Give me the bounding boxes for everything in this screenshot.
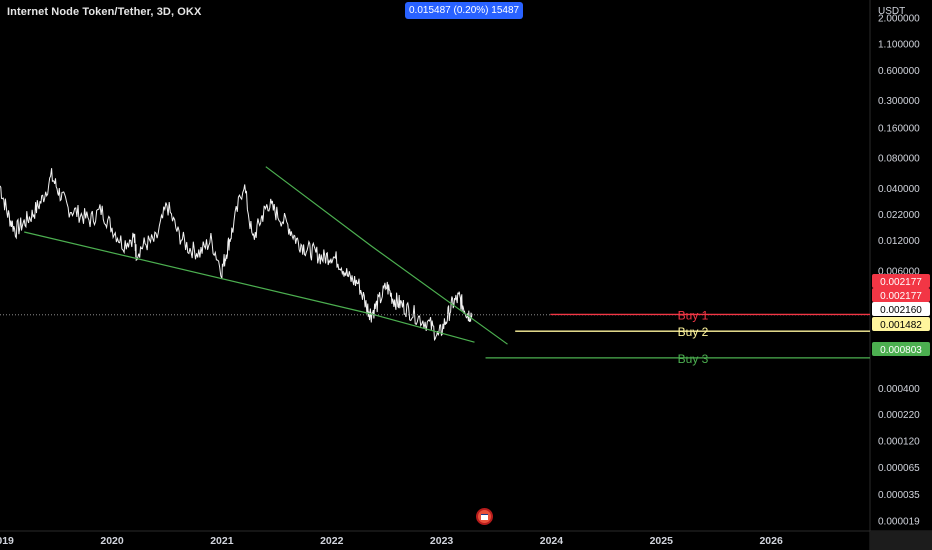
- price-series-line: [0, 168, 473, 342]
- price-tick-7: 0.022000: [878, 210, 920, 221]
- level-label-2: Buy 2: [678, 325, 709, 339]
- price-tick-0: 2.000000: [878, 14, 920, 25]
- price-axis-unit: USDT: [878, 6, 905, 17]
- time-label-2023: 2023: [430, 535, 454, 547]
- price-badge-0[interactable]: [872, 274, 930, 288]
- level-label-3: Buy 3: [678, 352, 709, 366]
- price-tick-8: 0.012000: [878, 236, 920, 247]
- price-badge-4[interactable]: [872, 342, 930, 356]
- time-label-2021: 2021: [210, 535, 234, 547]
- price-tick-10: 0.000400: [878, 384, 920, 395]
- flag-icon[interactable]: [476, 508, 493, 525]
- price-badge-label-3: 0.001482: [880, 320, 922, 331]
- time-label-2020: 2020: [100, 535, 124, 547]
- price-tick-9: 0.006000: [878, 266, 920, 277]
- price-tick-11: 0.000220: [878, 410, 920, 421]
- time-label-2024: 2024: [540, 535, 564, 547]
- axis-corner: [870, 531, 932, 550]
- price-badge-1[interactable]: [872, 288, 930, 302]
- trendline-lower[interactable]: [24, 231, 475, 343]
- price-tick-13: 0.000065: [878, 463, 920, 474]
- chart-title: Internet Node Token/Tether, 3D, OKX: [7, 6, 202, 18]
- price-info-badge[interactable]: 0.015487 (0.20%) 15487: [405, 2, 524, 19]
- price-badge-label-2: 0.002160: [880, 305, 922, 316]
- price-tick-6: 0.040000: [878, 184, 920, 195]
- price-badge-label-1: 0.002177: [880, 291, 922, 302]
- trendline-upper[interactable]: [265, 166, 508, 345]
- price-tick-4: 0.160000: [878, 124, 920, 135]
- price-badge-label-4: 0.000803: [880, 345, 922, 356]
- price-tick-15: 0.000019: [878, 517, 920, 528]
- price-tick-12: 0.000120: [878, 437, 920, 448]
- time-label-2019: 2019: [0, 535, 14, 547]
- time-label-2022: 2022: [320, 535, 344, 547]
- time-label-2025: 2025: [650, 535, 674, 547]
- price-badge-label-0: 0.002177: [880, 277, 922, 288]
- time-label-2026: 2026: [759, 535, 783, 547]
- price-badge-2[interactable]: [872, 302, 930, 316]
- price-tick-14: 0.000035: [878, 490, 920, 501]
- price-tick-2: 0.600000: [878, 66, 920, 77]
- price-badge-3[interactable]: [872, 317, 930, 331]
- price-tick-3: 0.300000: [878, 96, 920, 107]
- price-tick-5: 0.080000: [878, 154, 920, 165]
- level-label-1: Buy 1: [678, 308, 709, 322]
- price-tick-1: 1.100000: [878, 40, 920, 51]
